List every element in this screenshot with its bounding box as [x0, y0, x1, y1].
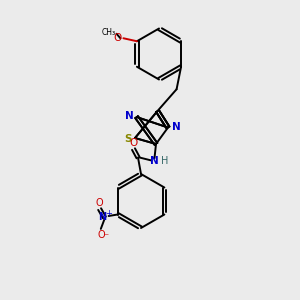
Text: N: N: [150, 155, 159, 166]
Text: CH₃: CH₃: [101, 28, 115, 38]
Text: N: N: [125, 110, 134, 121]
Text: O: O: [129, 138, 138, 148]
Text: N: N: [172, 122, 180, 132]
Text: +: +: [105, 208, 112, 217]
Text: O: O: [96, 198, 104, 208]
Text: O: O: [97, 230, 105, 240]
Text: N: N: [98, 212, 106, 223]
Text: H: H: [161, 156, 169, 166]
Text: ⁻: ⁻: [104, 232, 109, 242]
Text: S: S: [124, 134, 132, 144]
Text: O: O: [114, 33, 122, 43]
